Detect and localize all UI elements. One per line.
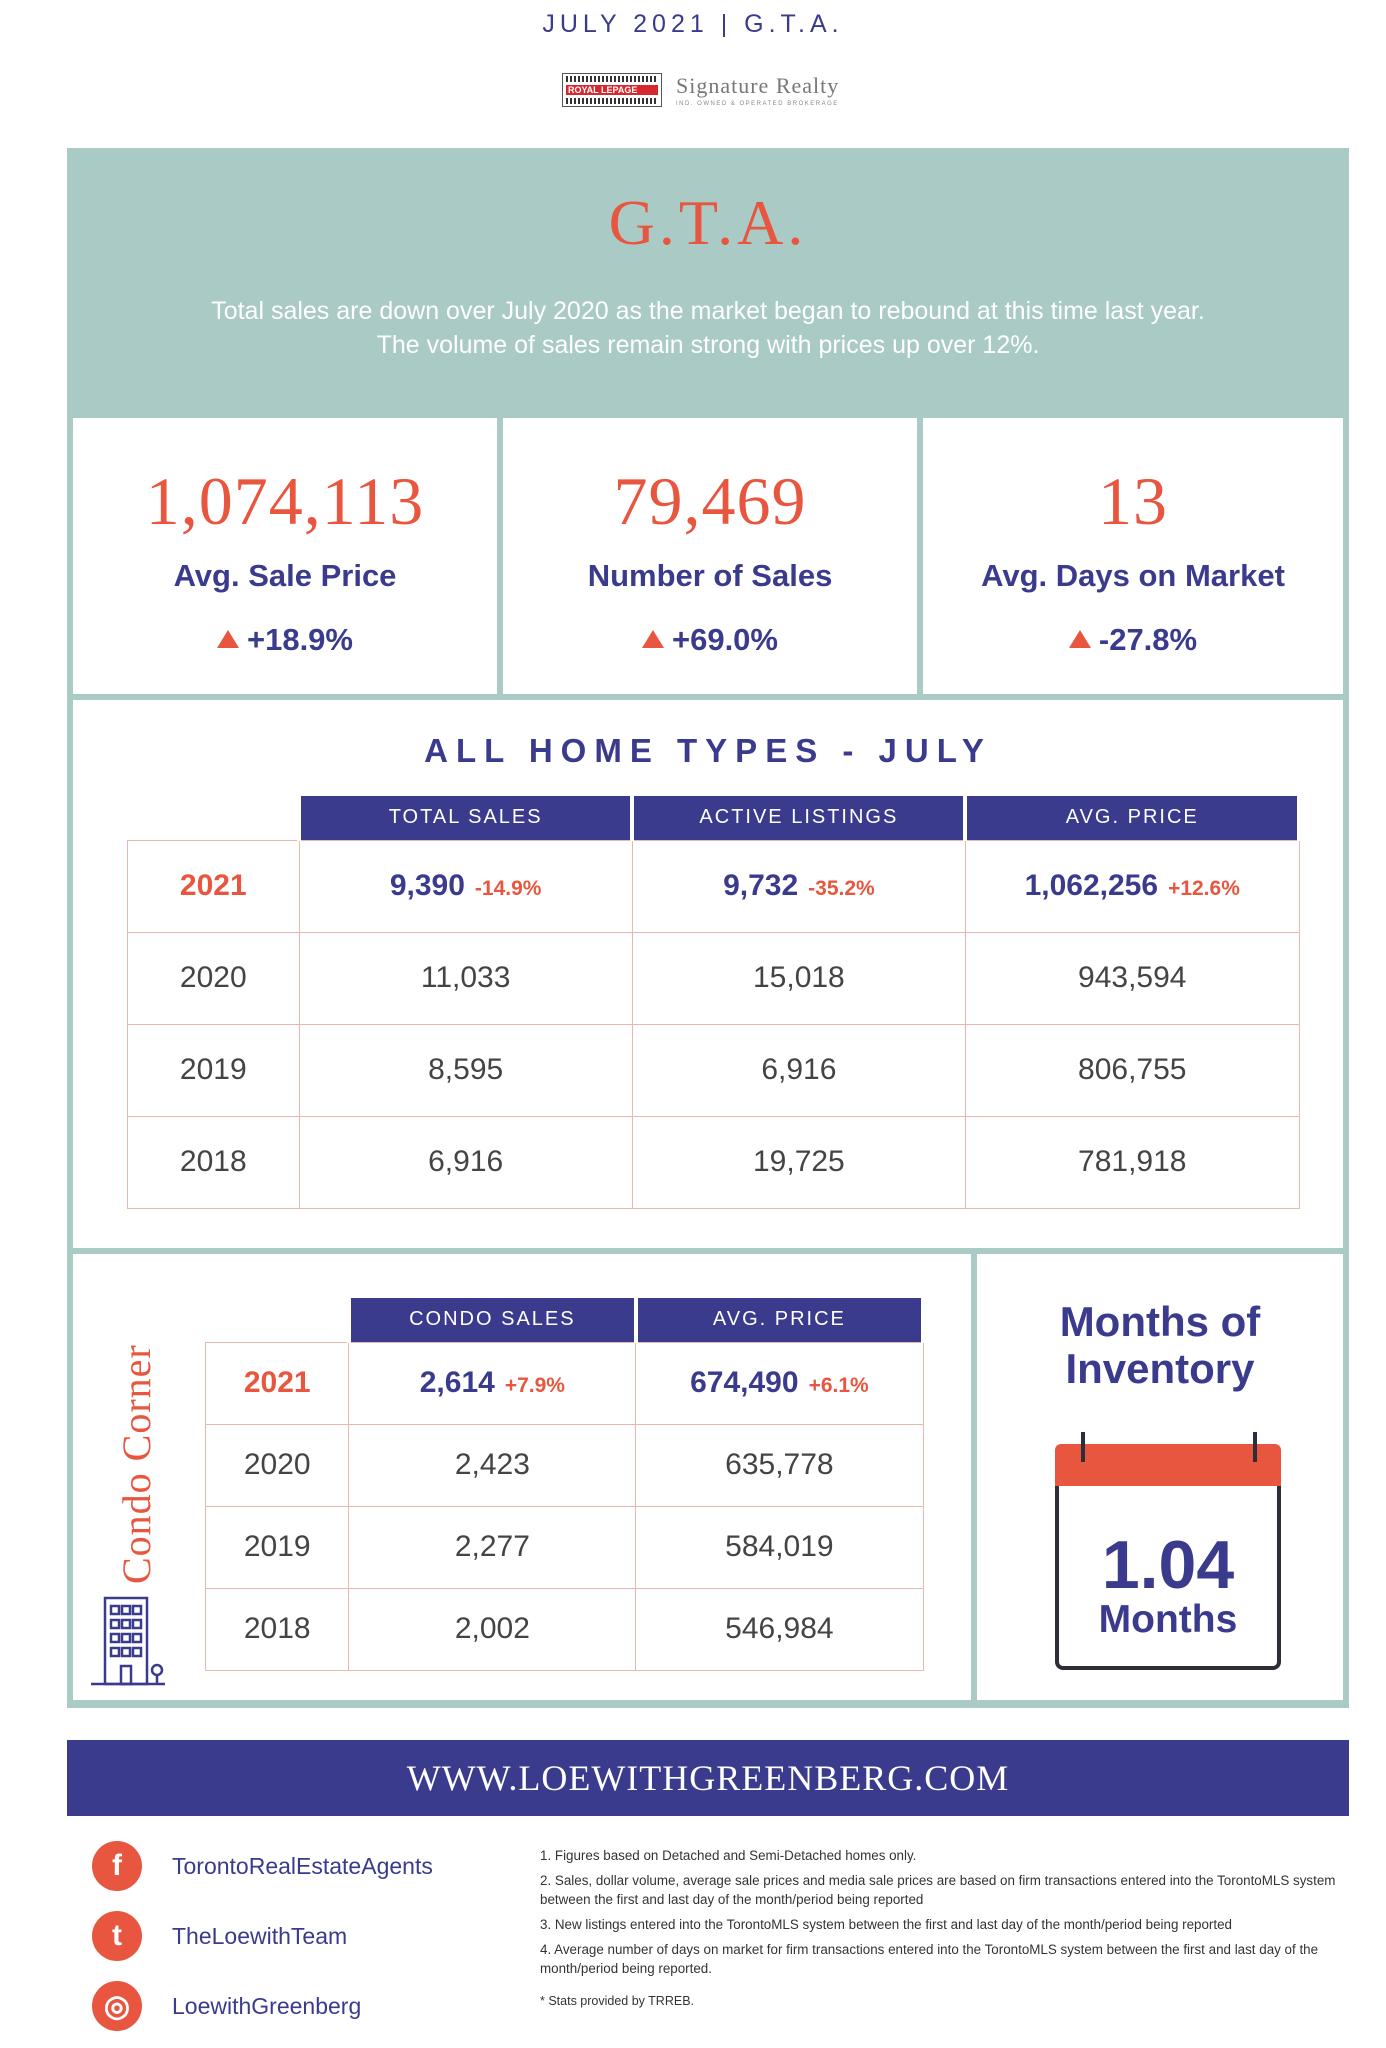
value-cell: 584,019 [635,1505,924,1589]
condo-table: CONDO SALES AVG. PRICE 2021 2,614 +7.9% 6… [204,1298,926,1671]
up-triangle-icon [216,630,239,648]
stat-label: Avg. Days on Market [981,558,1285,593]
social-instagram[interactable]: ◎ LoewithGreenberg [92,1980,512,2032]
footnote: 3. New listings entered into the Toronto… [540,1917,1232,1932]
value-cell: 8,595 [298,1023,633,1117]
value-cell: 806,755 [964,1023,1300,1117]
table-row: 2020 2,423 635,778 [204,1423,924,1507]
stat-label: Avg. Sale Price [173,558,397,593]
stat-card-avg-sale-price: 1,074,113 Avg. Sale Price +18.9% [73,418,497,694]
up-triangle-icon [1068,630,1091,648]
social-label: TorontoRealEstateAgents [172,1852,433,1879]
report-date-region: JULY 2021 | G.T.A. [542,10,844,38]
column-header: AVG. PRICE [633,1298,926,1342]
value-cell: 1,062,256 +12.6% [964,839,1300,933]
calendar-icon: 1.04 Months [1055,1432,1281,1670]
year-cell: 2020 [204,1423,350,1507]
building-icon [91,1596,165,1686]
year-cell: 2019 [204,1505,350,1589]
table-row: 2021 2,614 +7.9% 674,490 +6.1% [204,1341,924,1425]
stat-change: +69.0% [503,622,917,658]
value-cell: 6,916 [298,1115,633,1209]
hero-section: G.T.A. Total sales are down over July 20… [67,148,1349,412]
value-cell: 2,002 [348,1587,637,1671]
section-title: ALL HOME TYPES - JULY [424,732,992,769]
table-row: 2018 2,002 546,984 [204,1587,924,1671]
all-home-types-panel: ALL HOME TYPES - JULY TOTAL SALES ACTIVE… [73,700,1343,1248]
column-header: ACTIVE LISTINGS [630,796,968,840]
value-cell: 6,916 [631,1023,966,1117]
table-row: 2018 6,916 19,725 781,918 [127,1115,1300,1209]
condo-corner-title: Condo Corner [114,1344,159,1584]
value-cell: 9,732 -35.2% [631,839,966,933]
all-home-types-table: TOTAL SALES ACTIVE LISTINGS AVG. PRICE 2… [127,796,1301,1209]
report-frame: G.T.A. Total sales are down over July 20… [67,148,1349,1708]
condo-corner-panel: Condo Corner CONDO SALES AVG. PRICE 2021 [73,1254,971,1700]
royal-lepage-logo: ROYAL LEPAGE [562,73,662,107]
value-cell: 674,490 +6.1% [635,1341,924,1425]
months-of-inventory-panel: Months of Inventory 1.04 Months [977,1254,1343,1700]
stat-value: 79,469 [613,463,807,539]
year-cell: 2019 [127,1023,300,1117]
brand-subtitle: IND. OWNED & OPERATED BROKERAGE [676,101,839,107]
stat-card-number-of-sales: 79,469 Number of Sales +69.0% [503,418,917,694]
table-row: 2019 2,277 584,019 [204,1505,924,1589]
value-cell: 15,018 [631,931,966,1025]
social-label: LoewithGreenberg [172,1992,362,2019]
table-row: 2021 9,390 -14.9% 9,732 -35.2% 1,062,256 +1… [127,839,1300,933]
value-cell: 11,033 [298,931,633,1025]
value-cell: 9,390 -14.9% [298,839,633,933]
value-cell: 2,423 [348,1423,637,1507]
column-header: CONDO SALES [346,1298,638,1342]
social-facebook[interactable]: f TorontoRealEstateAgents [92,1840,512,1892]
twitter-icon: t [92,1911,142,1961]
year-cell: 2018 [127,1115,300,1209]
value-cell: 19,725 [631,1115,966,1209]
stat-change: +18.9% [73,622,497,658]
footnote: 2. Sales, dollar volume, average sale pr… [540,1873,1336,1907]
stat-label: Number of Sales [587,558,833,593]
inventory-title: Months of Inventory [1059,1298,1261,1392]
value-cell: 546,984 [635,1587,924,1671]
website-link[interactable]: WWW.LOEWITHGREENBERG.COM [67,1740,1349,1816]
table-row: 2019 8,595 6,916 806,755 [127,1023,1300,1117]
stat-value: 1,074,113 [145,463,425,539]
inventory-value: 1.04 [1101,1527,1235,1603]
inventory-unit: Months [1098,1598,1238,1641]
hero-title: G.T.A. [608,187,808,258]
table-row: 2020 11,033 15,018 943,594 [127,931,1300,1025]
social-label: TheLoewithTeam [172,1922,348,1949]
column-header: TOTAL SALES [297,796,635,840]
footnote: 1. Figures based on Detached and Semi-De… [540,1848,917,1863]
year-cell: 2020 [127,931,300,1025]
hero-summary: Total sales are down over July 2020 as t… [211,297,1205,359]
social-twitter[interactable]: t TheLoewithTeam [92,1910,512,1962]
year-cell: 2018 [204,1587,350,1671]
stat-change: -27.8% [923,622,1343,658]
value-cell: 781,918 [964,1115,1300,1209]
year-cell: 2021 [127,839,300,933]
stat-card-avg-days-on-market: 13 Avg. Days on Market -27.8% [923,418,1343,694]
brand-signature: Signature Realty [676,73,840,98]
facebook-icon: f [92,1841,142,1891]
footnote: 4. Average number of days on market for … [540,1942,1319,1976]
brand-logo: ROYAL LEPAGE Signature Realty IND. OWNED… [562,70,862,110]
instagram-icon: ◎ [92,1981,142,2031]
stat-value: 13 [1098,463,1168,539]
value-cell: 2,277 [348,1505,637,1589]
value-cell: 943,594 [964,931,1300,1025]
value-cell: 635,778 [635,1423,924,1507]
value-cell: 2,614 +7.9% [348,1341,637,1425]
column-header: AVG. PRICE [963,796,1301,840]
footnotes: 1. Figures based on Detached and Semi-De… [540,1846,1350,2017]
stats-source: * Stats provided by TRREB. [540,1994,695,2008]
up-triangle-icon [641,630,664,648]
year-cell: 2021 [204,1341,350,1425]
